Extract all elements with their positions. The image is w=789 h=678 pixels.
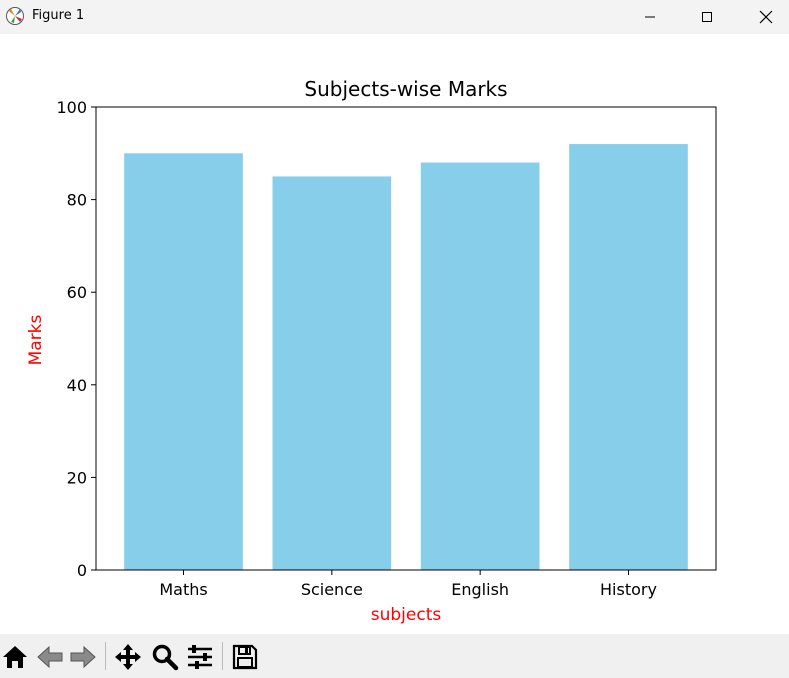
window-title: Figure 1 xyxy=(32,8,85,23)
chart-title: Subjects-wise Marks xyxy=(304,77,507,101)
home-button[interactable] xyxy=(1,643,29,671)
y-tick-label: 40 xyxy=(67,376,87,395)
maximize-icon xyxy=(702,12,712,22)
x-axis-ticks: Maths Science English History xyxy=(159,570,657,599)
x-tick-label: History xyxy=(600,580,657,599)
minimize-button[interactable] xyxy=(627,0,673,34)
y-axis-label: Marks xyxy=(26,314,46,365)
pan-button[interactable] xyxy=(114,643,142,671)
toolbar-separator xyxy=(222,642,223,670)
navigation-toolbar xyxy=(0,634,789,678)
y-tick-label: 60 xyxy=(67,283,87,302)
back-button[interactable] xyxy=(36,643,64,671)
y-tick-label: 80 xyxy=(67,191,87,210)
x-axis-label: subjects xyxy=(371,605,442,625)
forward-icon xyxy=(70,645,96,669)
x-tick-label: Science xyxy=(301,580,363,599)
axes-frame xyxy=(95,106,717,571)
bar-chart: Subjects-wise Marks 0 20 40 60 80 100 Maths Sc… xyxy=(26,77,717,625)
back-icon xyxy=(37,645,63,669)
close-icon xyxy=(759,10,773,24)
zoom-icon xyxy=(152,644,179,671)
bar-history xyxy=(569,144,688,570)
bar-maths xyxy=(124,153,243,571)
maximize-button[interactable] xyxy=(684,0,730,34)
y-axis-ticks: 0 20 40 60 80 100 xyxy=(56,98,96,580)
forward-button[interactable] xyxy=(69,643,97,671)
y-tick-label: 0 xyxy=(77,561,87,580)
configure-subplots-button[interactable] xyxy=(186,643,214,671)
bar-science xyxy=(272,176,392,570)
zoom-button[interactable] xyxy=(151,643,179,671)
y-tick-label: 100 xyxy=(56,98,87,117)
matplotlib-icon xyxy=(5,6,25,26)
configure-subplots-icon xyxy=(188,645,212,669)
pan-icon xyxy=(115,644,141,670)
toolbar-separator xyxy=(105,642,106,670)
figure-canvas[interactable]: Subjects-wise Marks 0 20 40 60 80 100 Maths Sc… xyxy=(0,34,789,634)
minimize-icon xyxy=(645,16,655,18)
x-tick-label: Maths xyxy=(159,580,207,599)
y-tick-label: 20 xyxy=(67,468,87,487)
bars-layer xyxy=(124,144,688,571)
window-titlebar: Figure 1 xyxy=(0,0,789,34)
close-button[interactable] xyxy=(743,0,789,34)
home-icon xyxy=(3,646,27,668)
x-tick-label: English xyxy=(451,580,509,599)
save-button[interactable] xyxy=(231,643,259,671)
bar-english xyxy=(420,162,540,570)
save-icon xyxy=(232,644,258,670)
